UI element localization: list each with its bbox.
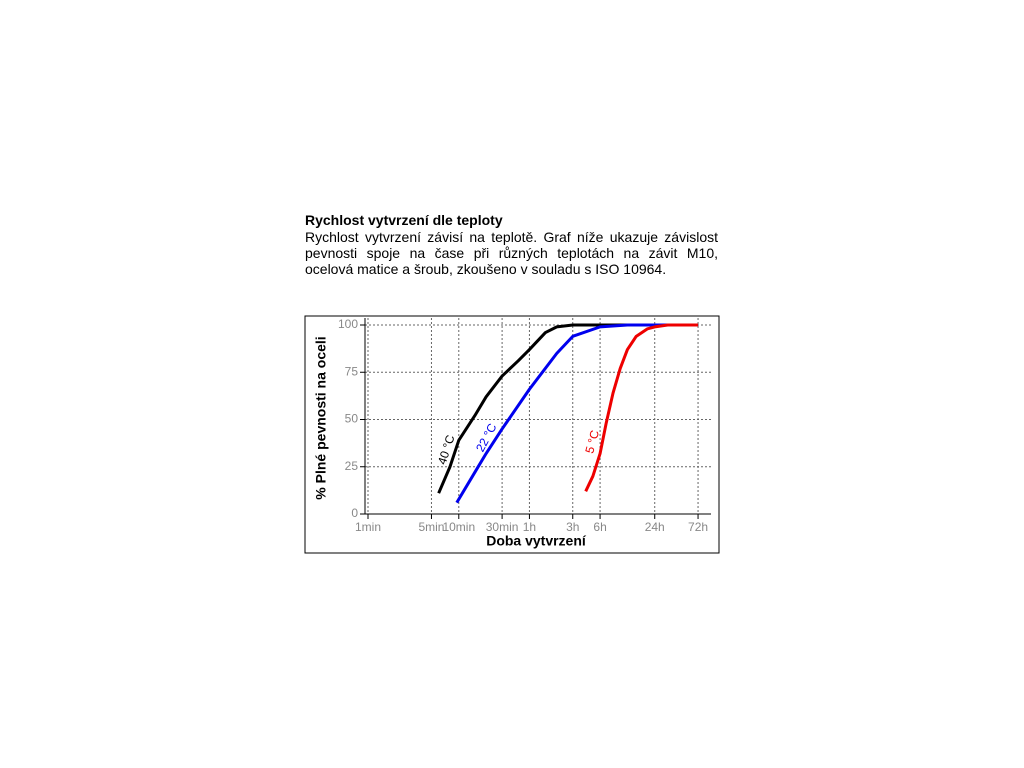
x-tick-label: 10min (442, 520, 475, 534)
x-tick-label: 72h (688, 520, 708, 534)
line-series (455, 323, 699, 504)
x-tick-label: 1min (355, 520, 381, 534)
y-tick-label: 0 (351, 506, 358, 520)
line-series (437, 323, 699, 494)
x-tick-label: 6h (593, 520, 606, 534)
y-axis-label: % Plné pevnosti na oceli (313, 336, 329, 499)
series-label: 5 °C (582, 428, 602, 455)
y-tick-label: 50 (345, 412, 359, 426)
chart-frame (304, 315, 720, 554)
x-tick-label: 24h (645, 520, 665, 534)
y-tick-label: 75 (345, 364, 359, 378)
x-tick-label: 5min (418, 520, 444, 534)
x-axis-label: Doba vytvrzení (486, 533, 587, 549)
paragraph: Rychlost vytvrzení závisí na teplotě. Gr… (305, 229, 718, 277)
x-tick-label: 1h (523, 520, 536, 534)
y-tick-label: 100 (338, 317, 358, 331)
x-tick-label: 30min (486, 520, 519, 534)
line-series (584, 323, 699, 492)
y-tick-label: 25 (345, 459, 359, 473)
x-tick-label: 3h (566, 520, 579, 534)
section-title: Rychlost vytvrzení dle teploty (305, 212, 503, 228)
